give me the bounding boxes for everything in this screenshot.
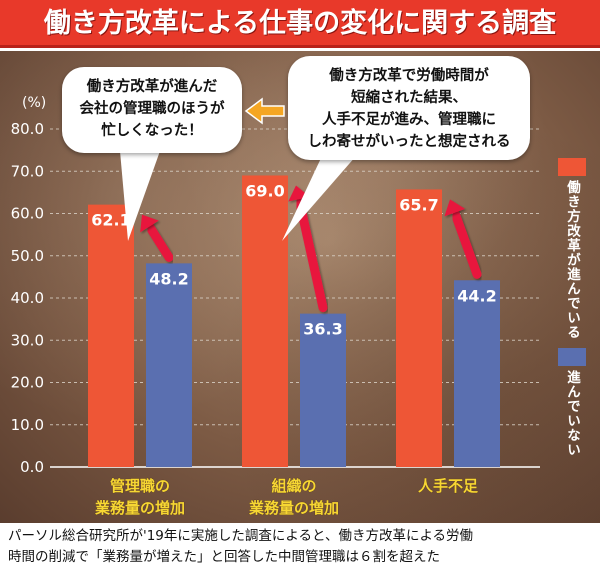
callout-right-line: 人手不足が進み、管理職に: [322, 112, 496, 128]
data-label: 44.2: [457, 286, 496, 305]
y-tick-label: 10.0: [11, 416, 44, 434]
callout-left-line: 忙しくなった！: [101, 123, 203, 139]
callout-right-line: しわ寄せがいったと想定される: [307, 134, 511, 150]
data-label: 36.3: [303, 320, 342, 339]
y-tick-label: 80.0: [11, 120, 44, 138]
title-bar: [0, 0, 600, 48]
bar-advanced: [396, 189, 442, 468]
legend-swatch-advanced: [558, 158, 586, 176]
callout-labor-shortage: 働き方改革で労働時間が 短縮された結果、 人手不足が進み、管理職に しわ寄せがい…: [288, 56, 530, 160]
callout-left-line: 働き方改革が進んだ: [86, 79, 218, 95]
callout-advanced-busier: 働き方改革が進んだ 会社の管理職のほうが 忙しくなった！: [62, 67, 242, 153]
category-label: 管理職の: [110, 477, 170, 495]
legend-swatch-not-advanced: [558, 348, 586, 366]
y-tick-label: 30.0: [11, 331, 44, 349]
increase-arrow-head: [444, 199, 466, 217]
y-axis-unit: (%): [22, 95, 46, 111]
category-label: 組織の: [271, 477, 316, 495]
callout-right-line: 働き方改革で労働時間が: [329, 68, 489, 84]
category-label: 業務量の増加: [248, 499, 339, 517]
bar-advanced: [88, 204, 134, 467]
data-label: 69.0: [245, 181, 284, 200]
caption: パーソル総合研究所が'19年に実施した調査によると、働き方改革による労働 時間の…: [8, 526, 598, 568]
bar-not-advanced: [454, 280, 500, 467]
caption-line: パーソル総合研究所が'19年に実施した調査によると、働き方改革による労働: [8, 528, 474, 544]
y-tick-label: 60.0: [11, 205, 44, 223]
y-tick-label: 20.0: [11, 374, 44, 392]
y-tick-label: 40.0: [11, 289, 44, 307]
data-label: 65.7: [399, 195, 438, 214]
callout-right-tail: [282, 156, 356, 241]
callout-left-tail: [120, 151, 160, 241]
caption-line: 時間の削減で「業務量が増えた」と回答した中間管理職は６割を超えた: [8, 549, 440, 565]
bar-advanced: [242, 175, 288, 467]
y-tick-label: 50.0: [11, 247, 44, 265]
y-tick-label: 0.0: [20, 458, 44, 476]
y-tick-label: 70.0: [11, 162, 44, 180]
callout-left-line: 会社の管理職のほうが: [79, 101, 225, 117]
increase-arrow: [294, 194, 328, 313]
bar-chart: (%) 0.0 10.0 20.0 30.0 40.0 50.0 60.0 70.0 80.0 62…: [11, 95, 540, 517]
chart-title: 働き方改革による仕事の変化に関する調査: [43, 8, 557, 39]
increase-arrow: [450, 208, 482, 279]
bar-not-advanced: [146, 263, 192, 467]
data-label: 48.2: [149, 269, 188, 288]
category-label: 業務量の増加: [94, 499, 185, 517]
increase-arrow: [144, 221, 174, 262]
category-label: 人手不足: [418, 477, 479, 495]
legend-label-advanced: 働き方改革が進んでいる: [564, 180, 580, 340]
callout-link-arrow: [244, 97, 285, 125]
increase-arrow-head: [140, 214, 159, 233]
callout-right-line: 短縮された結果、: [351, 90, 467, 106]
legend-label-not-advanced: 進んでいない: [564, 370, 580, 457]
bar-not-advanced: [300, 313, 346, 467]
data-label: 62.1: [91, 211, 130, 230]
